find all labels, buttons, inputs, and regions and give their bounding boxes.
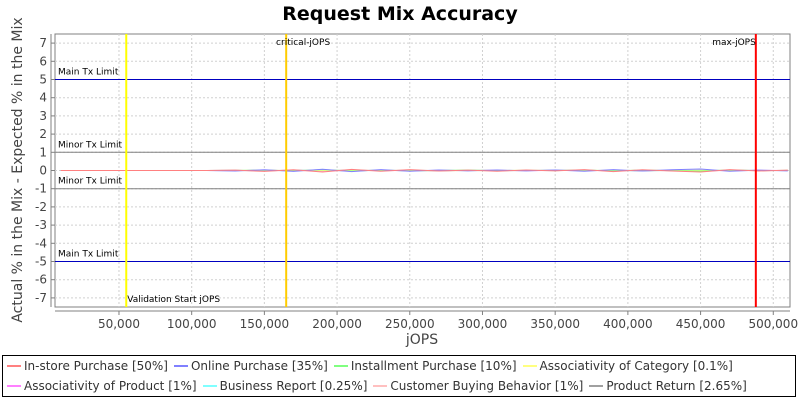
limit-label: Main Tx Limit (58, 250, 119, 260)
limit-label: Minor Tx Limit (58, 177, 123, 187)
legend-item: In-store Purchase [50%] (7, 359, 168, 373)
legend-swatch (522, 365, 537, 367)
legend-item: Customer Buying Behavior [1%] (373, 379, 583, 393)
legend-label: Customer Buying Behavior [1%] (390, 379, 584, 393)
limit-label: Main Tx Limit (58, 68, 119, 78)
y-tick-label: 2 (39, 127, 47, 141)
y-tick-label: 5 (39, 73, 47, 87)
x-axis-label: jOPS (405, 332, 438, 348)
legend-label: Installment Purchase [10%] (350, 359, 517, 373)
x-tick-label: 150,000 (240, 317, 290, 331)
x-tick-label: 100,000 (167, 317, 217, 331)
legend-label: Business Report [0.25%] (219, 379, 368, 393)
y-tick-label: 6 (39, 54, 47, 68)
legend-item: Associativity of Category [0.1%] (522, 359, 733, 373)
legend-label: Product Return [2.65%] (606, 379, 747, 393)
y-tick-label: 1 (39, 145, 47, 159)
legend-item: Installment Purchase [10%] (333, 359, 517, 373)
legend-label: In-store Purchase [50%] (24, 359, 168, 373)
limit-label: Minor Tx Limit (58, 140, 123, 150)
y-tick-label: -5 (35, 255, 47, 269)
x-tick-label: 50,000 (98, 317, 140, 331)
legend-item: Product Return [2.65%] (589, 379, 747, 393)
y-tick-label: 0 (39, 164, 47, 178)
legend-swatch (373, 385, 388, 387)
legend-label: Associativity of Product [1%] (24, 379, 197, 393)
x-tick-label: 200,000 (312, 317, 362, 331)
x-tick-label: 250,000 (385, 317, 435, 331)
legend-swatch (7, 385, 21, 387)
legend-swatch (589, 385, 604, 387)
x-tick-label: 400,000 (603, 317, 653, 331)
y-tick-label: -6 (35, 273, 47, 287)
x-tick-label: 450,000 (676, 317, 726, 331)
legend: In-store Purchase [50%] Online Purchase [… (2, 355, 796, 397)
y-axis-label: Actual % in the Mix - Expected % in the … (10, 17, 26, 322)
chart-title: Request Mix Accuracy (282, 3, 518, 25)
y-tick-label: -3 (35, 218, 47, 232)
legend-item: Associativity of Product [1%] (7, 379, 197, 393)
y-tick-label: -1 (35, 182, 47, 196)
y-tick-label: 3 (39, 109, 47, 123)
chart: Request Mix Accuracy Actual % in the Mix… (10, 3, 798, 348)
legend-label: Associativity of Category [0.1%] (539, 359, 733, 373)
x-tick-label: 350,000 (530, 317, 580, 331)
marker-label: Validation Start jOPS (127, 295, 220, 305)
x-tick-label: 300,000 (458, 317, 508, 331)
y-tick-label: -7 (35, 291, 47, 305)
legend-swatch (333, 365, 348, 367)
legend-item: Online Purchase [35%] (173, 359, 328, 373)
y-tick-label: 4 (39, 91, 47, 105)
y-tick-label: -2 (35, 200, 47, 214)
x-tick-label: 500,000 (748, 317, 798, 331)
legend-label: Online Purchase [35%] (190, 359, 328, 373)
legend-swatch (173, 365, 188, 367)
legend-item: Business Report [0.25%] (202, 379, 368, 393)
series-line (60, 168, 788, 173)
marker-label: max-jOPS (712, 38, 756, 48)
legend-swatch (202, 385, 217, 387)
marker-label: critical-jOPS (276, 38, 330, 48)
y-tick-label: 7 (39, 36, 47, 50)
y-tick-label: -4 (35, 236, 47, 250)
legend-swatch (7, 365, 21, 367)
